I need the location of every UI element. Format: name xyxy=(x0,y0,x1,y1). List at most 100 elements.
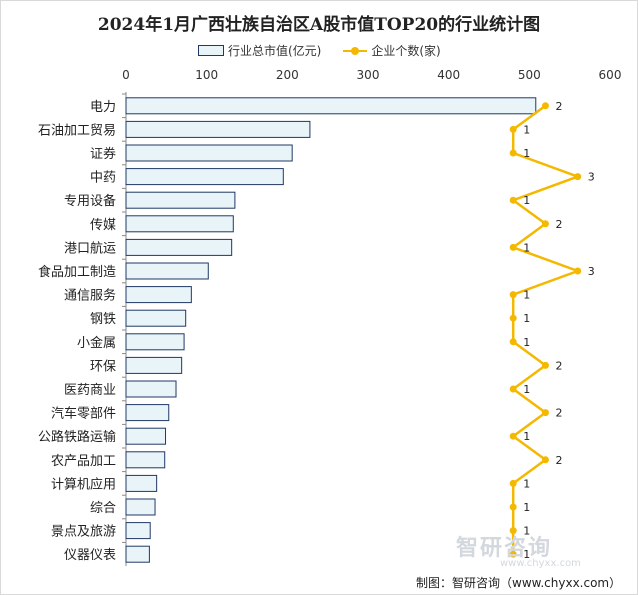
category-label: 港口航运 xyxy=(64,240,116,256)
bar xyxy=(125,215,234,233)
category-label: 汽车零部件 xyxy=(51,406,116,422)
legend-label-market-value: 行业总市值(亿元) xyxy=(228,44,322,58)
bar xyxy=(125,238,233,256)
company-count-point xyxy=(541,361,549,369)
bar xyxy=(125,168,284,186)
company-count-point xyxy=(509,479,517,487)
chart-title: 2024年1月广西壮族自治区A股市值TOP20的行业统计图 xyxy=(97,15,541,35)
company-count-point xyxy=(541,102,549,110)
company-count-point xyxy=(541,409,549,417)
legend: 行业总市值(亿元) 企业个数(家) xyxy=(198,42,463,59)
x-tick-label: 300 xyxy=(357,68,380,82)
company-count-point xyxy=(509,338,517,346)
bar xyxy=(125,427,167,445)
company-count-label: 2 xyxy=(555,454,562,467)
company-count-point xyxy=(509,243,517,251)
category-label: 综合 xyxy=(90,501,116,516)
bar xyxy=(125,309,187,327)
x-tick-label: 200 xyxy=(276,68,299,82)
company-count-point xyxy=(509,503,517,511)
category-label: 传媒 xyxy=(90,218,116,233)
bar xyxy=(125,380,177,398)
category-label: 通信服务 xyxy=(64,288,116,304)
company-count-label: 1 xyxy=(523,336,530,349)
bar xyxy=(125,191,236,209)
x-tick-label: 0 xyxy=(122,68,130,82)
company-count-label: 1 xyxy=(523,123,530,136)
company-count-point xyxy=(509,432,517,440)
category-label: 中药 xyxy=(90,171,116,186)
bar xyxy=(125,404,170,422)
company-count-label: 1 xyxy=(523,312,530,325)
legend-item-company-count: 企业个数(家) xyxy=(343,42,441,59)
company-count-point xyxy=(509,196,517,204)
category-label: 计算机应用 xyxy=(51,476,116,492)
category-label: 专用设备 xyxy=(64,193,116,209)
category-label: 食品加工制造 xyxy=(38,264,116,280)
company-count-point xyxy=(509,149,517,157)
bar xyxy=(125,545,150,563)
category-label: 电力 xyxy=(90,100,116,115)
company-count-label: 1 xyxy=(523,477,530,490)
category-label: 证券 xyxy=(90,146,116,162)
company-count-point xyxy=(574,267,582,275)
company-count-label: 1 xyxy=(523,430,530,443)
bar xyxy=(125,97,537,115)
company-count-label: 3 xyxy=(588,265,595,278)
x-tick-label: 600 xyxy=(599,68,622,82)
company-count-label: 1 xyxy=(523,241,530,254)
bar xyxy=(125,333,185,351)
category-label: 仪器仪表 xyxy=(64,548,116,563)
category-label: 景点及旅游 xyxy=(51,525,116,540)
legend-swatch-bar xyxy=(198,45,224,56)
category-label: 石油加工贸易 xyxy=(38,123,116,138)
company-count-point xyxy=(541,456,549,464)
company-count-line xyxy=(510,104,582,555)
legend-swatch-line xyxy=(343,46,368,55)
company-count-label: 2 xyxy=(555,218,562,231)
bar xyxy=(125,451,166,469)
company-count-label: 2 xyxy=(555,100,562,113)
category-label: 公路铁路运输 xyxy=(38,429,116,445)
company-count-point xyxy=(509,550,517,558)
company-count-label: 2 xyxy=(555,359,562,372)
company-count-label: 1 xyxy=(523,289,530,302)
company-count-label: 1 xyxy=(523,525,530,538)
category-label: 钢铁 xyxy=(90,312,116,327)
bar xyxy=(125,356,183,374)
x-tick-label: 100 xyxy=(195,68,218,82)
category-label: 小金属 xyxy=(77,335,116,351)
bar xyxy=(125,262,209,280)
category-label: 农产品加工 xyxy=(51,454,116,469)
legend-label-company-count: 企业个数(家) xyxy=(371,44,441,58)
company-count-label: 3 xyxy=(588,171,595,184)
company-count-label: 1 xyxy=(523,501,530,514)
company-count-point xyxy=(509,314,517,322)
company-count-label: 1 xyxy=(523,383,530,396)
company-count-label: 2 xyxy=(555,407,562,420)
watermark-url: www.chyxx.com xyxy=(500,558,581,569)
legend-item-market-value: 行业总市值(亿元) xyxy=(198,42,321,59)
bar xyxy=(125,522,151,540)
bar xyxy=(125,498,156,516)
bar xyxy=(125,474,158,492)
company-count-label: 1 xyxy=(523,147,530,160)
category-label: 医药商业 xyxy=(64,383,116,398)
company-count-point xyxy=(509,291,517,299)
company-count-point xyxy=(541,220,549,228)
x-tick-label: 500 xyxy=(518,68,541,82)
watermark-logo: 智研咨询 xyxy=(456,536,553,561)
company-count-point xyxy=(509,527,517,535)
chart-source: 制图：智研咨询（www.chyxx.com） xyxy=(416,576,622,590)
bar xyxy=(125,144,293,162)
company-count-point xyxy=(574,173,582,181)
company-count-label: 1 xyxy=(523,548,530,561)
category-label: 环保 xyxy=(90,359,116,374)
company-count-point xyxy=(509,125,517,133)
bar xyxy=(125,120,311,138)
company-count-label: 1 xyxy=(523,194,530,207)
company-count-point xyxy=(509,385,517,393)
x-tick-label: 400 xyxy=(437,68,460,82)
bar xyxy=(125,286,192,304)
